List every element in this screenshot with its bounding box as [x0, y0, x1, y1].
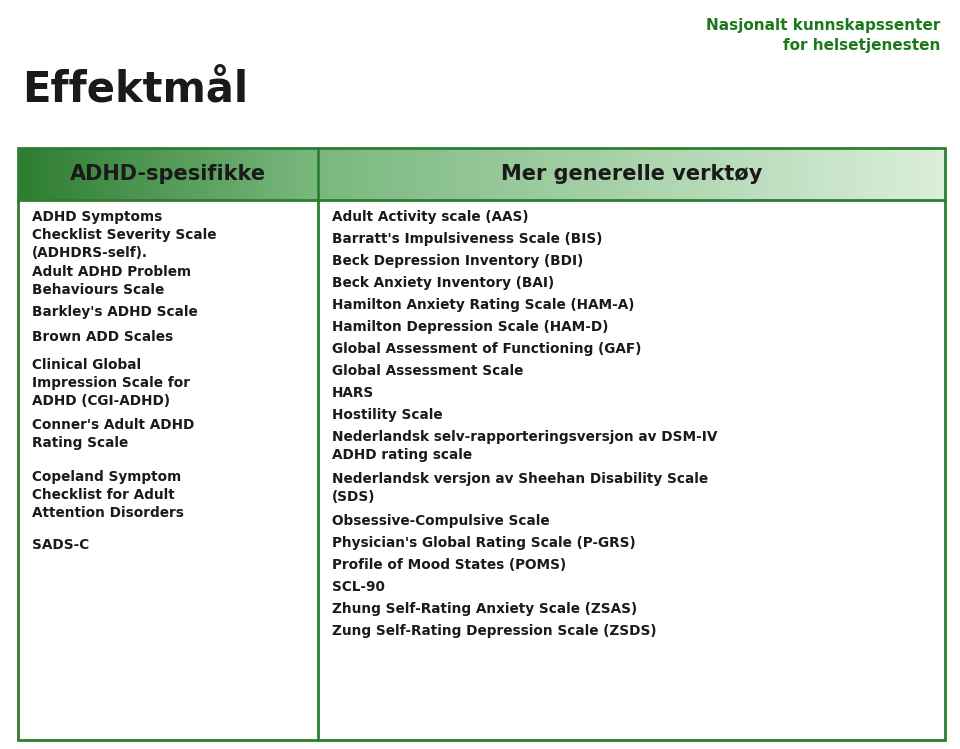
- Text: Beck Depression Inventory (BDI): Beck Depression Inventory (BDI): [332, 254, 584, 268]
- Text: Global Assessment of Functioning (GAF): Global Assessment of Functioning (GAF): [332, 342, 641, 356]
- Text: for helsetjenesten: for helsetjenesten: [782, 38, 940, 53]
- Text: Mer generelle verktøy: Mer generelle verktøy: [501, 164, 762, 184]
- Text: Brown ADD Scales: Brown ADD Scales: [32, 330, 173, 344]
- Text: Barkley's ADHD Scale: Barkley's ADHD Scale: [32, 305, 198, 319]
- Bar: [18, 148, 945, 740]
- Text: ADHD-spesifikke: ADHD-spesifikke: [70, 164, 266, 184]
- Text: SADS-C: SADS-C: [32, 538, 89, 552]
- Text: Profile of Mood States (POMS): Profile of Mood States (POMS): [332, 558, 566, 572]
- Text: Adult ADHD Problem
Behaviours Scale: Adult ADHD Problem Behaviours Scale: [32, 265, 191, 297]
- Text: ADHD Symptoms
Checklist Severity Scale
(ADHDRS-self).: ADHD Symptoms Checklist Severity Scale (…: [32, 210, 217, 260]
- Text: Obsessive-Compulsive Scale: Obsessive-Compulsive Scale: [332, 514, 550, 528]
- Text: Nederlandsk selv-rapporteringsversjon av DSM-IV
ADHD rating scale: Nederlandsk selv-rapporteringsversjon av…: [332, 430, 717, 462]
- Text: Conner's Adult ADHD
Rating Scale: Conner's Adult ADHD Rating Scale: [32, 418, 194, 450]
- Text: Clinical Global
Impression Scale for
ADHD (CGI-ADHD): Clinical Global Impression Scale for ADH…: [32, 358, 190, 407]
- Text: Zhung Self-Rating Anxiety Scale (ZSAS): Zhung Self-Rating Anxiety Scale (ZSAS): [332, 602, 637, 616]
- Text: Nasjonalt kunnskapssenter: Nasjonalt kunnskapssenter: [706, 18, 940, 33]
- Text: Barratt's Impulsiveness Scale (BIS): Barratt's Impulsiveness Scale (BIS): [332, 232, 602, 246]
- Text: Zung Self-Rating Depression Scale (ZSDS): Zung Self-Rating Depression Scale (ZSDS): [332, 624, 657, 638]
- Text: Hamilton Anxiety Rating Scale (HAM-A): Hamilton Anxiety Rating Scale (HAM-A): [332, 298, 635, 312]
- Text: HARS: HARS: [332, 386, 374, 400]
- Text: Hamilton Depression Scale (HAM-D): Hamilton Depression Scale (HAM-D): [332, 320, 609, 334]
- Text: Beck Anxiety Inventory (BAI): Beck Anxiety Inventory (BAI): [332, 276, 554, 290]
- Text: Global Assessment Scale: Global Assessment Scale: [332, 364, 523, 378]
- Text: Effektmål: Effektmål: [22, 68, 248, 110]
- Text: SCL-90: SCL-90: [332, 580, 385, 594]
- Text: Physician's Global Rating Scale (P-GRS): Physician's Global Rating Scale (P-GRS): [332, 536, 636, 550]
- Text: Hostility Scale: Hostility Scale: [332, 408, 443, 422]
- Text: Nederlandsk versjon av Sheehan Disability Scale
(SDS): Nederlandsk versjon av Sheehan Disabilit…: [332, 472, 708, 504]
- Text: Adult Activity scale (AAS): Adult Activity scale (AAS): [332, 210, 529, 224]
- Text: Copeland Symptom
Checklist for Adult
Attention Disorders: Copeland Symptom Checklist for Adult Att…: [32, 470, 184, 520]
